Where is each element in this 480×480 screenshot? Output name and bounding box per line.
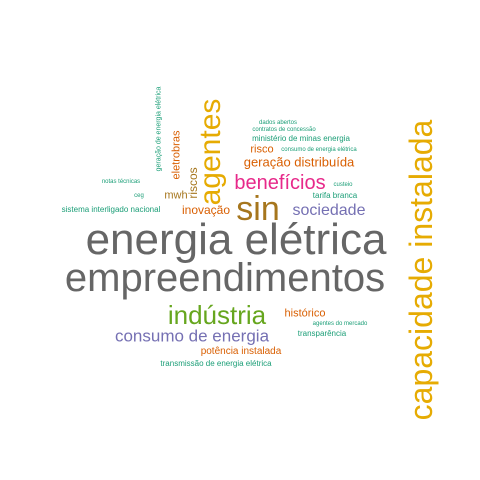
word-ministerio-de-minas-energia: ministério de minas energia: [252, 134, 350, 143]
word-capacidade-instalada: capacidade instalada: [403, 119, 439, 421]
word-transparencia: transparência: [297, 329, 347, 338]
word-tarifa-branca: tarifa branca: [312, 191, 358, 200]
word-riscos: riscos: [186, 167, 200, 199]
word-risco: risco: [250, 143, 274, 156]
word-transmissao-de-energia-eletrica: transmissão de energia elétrica: [160, 359, 272, 368]
word-eletrobras: eletrobras: [170, 130, 183, 180]
word-empreendimentos: empreendimentos: [64, 256, 386, 300]
word-inovacao: inovação: [181, 203, 231, 217]
word-sociedade: sociedade: [292, 202, 366, 219]
word-historico: histórico: [284, 307, 326, 320]
word-agentes: agentes: [194, 98, 227, 206]
word-contratos-de-concessao: contratos de concessão: [252, 127, 316, 133]
word-consumo-de-energia-eletrica: consumo de energia elétrica: [281, 147, 357, 153]
word-mwh: mwh: [164, 189, 188, 202]
word-beneficios: benefícios: [234, 172, 326, 194]
word-custeio: custeio: [333, 182, 353, 188]
word-energia-eletrica: energia elétrica: [85, 215, 387, 264]
word-agentes-do-mercado: agentes do mercado: [312, 321, 368, 327]
word-consumo-de-energia: consumo de energia: [114, 326, 270, 346]
word-notas-tecnicas: notas técnicas: [101, 179, 141, 185]
word-dados-abertos: dados abertos: [258, 120, 298, 126]
word-geracao-de-energia-eletrica: geração de energia elétrica: [155, 86, 163, 172]
word-ceg: ceg: [134, 193, 144, 199]
word-sistema-interligado-nacional: sistema interligado nacional: [61, 205, 161, 214]
word-potencia-instalada: potência instalada: [200, 346, 282, 357]
word-sin: sin: [236, 190, 280, 228]
word-industria: indústria: [167, 300, 267, 330]
word-geracao-distribuida: geração distribuída: [243, 154, 355, 170]
